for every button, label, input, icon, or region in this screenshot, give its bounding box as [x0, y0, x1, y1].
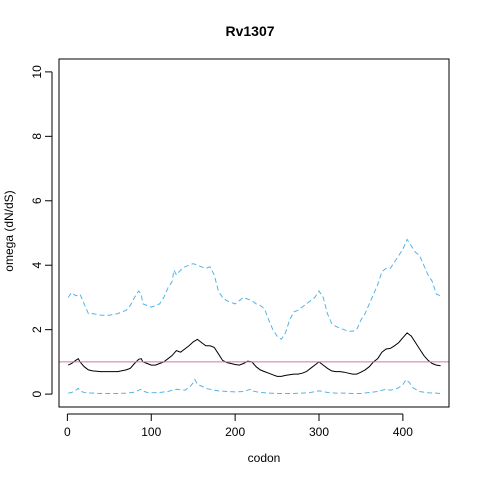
series-lower-line [68, 378, 441, 394]
series-estimate-line [67, 332, 441, 377]
y-tick-label: 2 [30, 326, 44, 333]
x-axis-label: codon [248, 451, 281, 465]
y-tick-label: 8 [30, 133, 44, 140]
y-axis-label: omega (dN/dS) [2, 190, 16, 271]
x-tick-label: 200 [225, 425, 245, 439]
series-layer [67, 238, 441, 394]
y-tick-label: 10 [30, 65, 44, 79]
axis-layer: 0 100 200 300 400 0 2 4 6 8 10 [30, 65, 413, 439]
plot-frame [58, 58, 450, 408]
y-tick-label: 0 [30, 390, 44, 397]
chart-title: Rv1307 [225, 23, 274, 39]
x-tick-label: 100 [141, 425, 161, 439]
y-tick-label: 6 [30, 197, 44, 204]
x-tick-label: 0 [64, 425, 71, 439]
x-tick-label: 300 [309, 425, 329, 439]
series-upper-line [67, 238, 441, 341]
x-tick-label: 400 [393, 425, 413, 439]
y-tick-label: 4 [30, 262, 44, 269]
